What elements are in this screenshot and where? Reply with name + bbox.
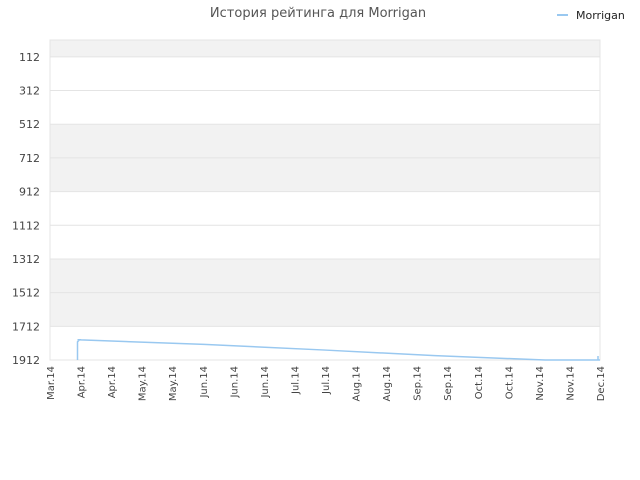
y-tick-label: 1512 bbox=[12, 287, 40, 300]
grid-band bbox=[50, 157, 600, 192]
chart-title: История рейтинга для Morrigan bbox=[210, 6, 426, 21]
x-tick-label: Apr.14 bbox=[77, 366, 88, 398]
grid-bands bbox=[49, 39, 601, 361]
grid-band bbox=[50, 124, 600, 158]
x-tick-label: Oct.14 bbox=[474, 366, 485, 399]
legend: Morrigan bbox=[557, 9, 625, 22]
x-tick-label: Apr.14 bbox=[107, 366, 118, 398]
y-tick-label: 1912 bbox=[12, 354, 40, 367]
x-tick-label: Aug.14 bbox=[382, 366, 393, 401]
x-tick-label: Oct.14 bbox=[504, 366, 515, 399]
x-tick-label: Aug.14 bbox=[352, 366, 363, 401]
grid-band bbox=[50, 191, 600, 226]
grid-band bbox=[50, 326, 600, 360]
y-tick-label: 1712 bbox=[12, 320, 40, 333]
y-axis-ticks: 112 312 512 712 912 1112 1312 1512 1712 1912 bbox=[12, 51, 40, 367]
x-tick-label: Jul.14 bbox=[290, 366, 301, 395]
x-tick-label: Sep.14 bbox=[413, 366, 424, 401]
x-tick-label: Dec.14 bbox=[596, 366, 607, 401]
y-tick-label: 112 bbox=[19, 51, 40, 64]
x-tick-label: Jun.14 bbox=[260, 366, 271, 399]
grid-band bbox=[50, 225, 600, 259]
x-tick-label: Sep.14 bbox=[443, 366, 454, 401]
grid-band bbox=[50, 258, 600, 293]
y-tick-label: 512 bbox=[19, 118, 40, 131]
x-tick-label: Jun.14 bbox=[229, 366, 240, 399]
series-line-morrigan bbox=[76, 339, 600, 361]
x-tick-label: Mar.14 bbox=[46, 366, 57, 400]
x-axis-ticks: Mar.14 Apr.14 Apr.14 May.14 May.14 Jun.14 Jun.… bbox=[46, 366, 607, 401]
grid-band bbox=[50, 292, 600, 327]
x-tick-label: May.14 bbox=[138, 366, 149, 401]
x-tick-label: Nov.14 bbox=[565, 366, 576, 401]
grid-band bbox=[50, 40, 600, 57]
x-tick-label: Jul.14 bbox=[321, 366, 332, 395]
x-tick-label: May.14 bbox=[168, 366, 179, 401]
y-tick-label: 712 bbox=[19, 152, 40, 165]
y-tick-label: 1112 bbox=[12, 219, 40, 232]
y-tick-label: 912 bbox=[19, 186, 40, 199]
y-tick-label: 312 bbox=[19, 85, 40, 98]
grid-band bbox=[50, 90, 600, 125]
series-layer bbox=[76, 339, 600, 361]
legend-label-morrigan: Morrigan bbox=[576, 9, 625, 22]
grid-band bbox=[50, 56, 600, 91]
x-tick-label: Jun.14 bbox=[199, 366, 210, 399]
x-tick-label: Nov.14 bbox=[535, 366, 546, 401]
y-tick-label: 1312 bbox=[12, 253, 40, 266]
